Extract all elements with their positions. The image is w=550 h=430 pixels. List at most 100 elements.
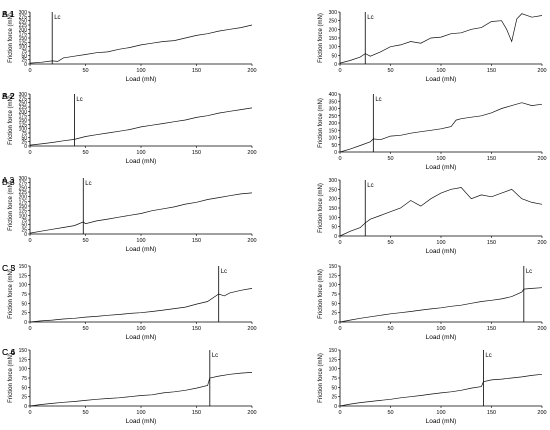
y-axis-label: Friction force (mN) <box>318 269 324 319</box>
y-axis-label: Friction force (mN) <box>318 183 324 233</box>
series-line-0 <box>29 192 253 234</box>
x-tick-label: 50 <box>387 410 393 416</box>
series-line-0 <box>29 24 253 64</box>
panel-c6: C 6 0 25 50 75 100 125 150 0 50 100 150 200 Load (mN)… <box>2 347 547 425</box>
y-tick-label: 50 <box>21 385 27 391</box>
y-tick-label: 0 <box>24 144 27 150</box>
y-tick-label: 125 <box>19 209 28 215</box>
x-axis-label: Load (mN) <box>426 334 457 341</box>
y-tick-label: 225 <box>19 105 28 111</box>
x-tick-label: 50 <box>387 156 393 162</box>
y-tick-label: 125 <box>19 273 28 279</box>
y-tick-label: 100 <box>329 136 338 142</box>
panel-c5: C 5 0 25 50 75 100 125 150 0 50 100 150 200 Load (mN)… <box>2 263 547 341</box>
y-tick-label: 175 <box>19 32 28 38</box>
panel-label: A 2 <box>2 91 15 101</box>
series-line-0 <box>339 102 543 153</box>
x-tick-label: 0 <box>28 410 31 416</box>
y-tick-label: 300 <box>19 92 28 98</box>
x-tick-label: 150 <box>192 150 201 156</box>
x-tick-label: 150 <box>192 68 201 74</box>
x-axis-label: Load (mN) <box>426 248 457 255</box>
lc-marker-label: Lc <box>526 269 532 275</box>
y-tick-label: 175 <box>19 199 28 205</box>
x-axis-label: Load (mN) <box>126 246 157 253</box>
x-tick-label: 0 <box>338 410 341 416</box>
x-tick-label: 100 <box>136 150 145 156</box>
x-tick-label: 100 <box>136 410 145 416</box>
y-tick-label: 300 <box>329 178 338 184</box>
x-tick-label: 100 <box>436 240 445 246</box>
y-tick-label: 100 <box>19 127 28 133</box>
y-tick-label: 100 <box>19 283 28 289</box>
y-tick-label: 25 <box>21 227 27 233</box>
y-tick-label: 125 <box>19 357 28 363</box>
y-tick-label: 250 <box>329 19 338 25</box>
y-tick-label: 275 <box>19 181 28 187</box>
x-tick-label: 100 <box>436 410 445 416</box>
x-axis-label: Load (mN) <box>426 164 457 171</box>
x-axis-label: Load (mN) <box>426 76 457 83</box>
x-tick-label: 100 <box>136 68 145 74</box>
y-tick-label: 0 <box>24 404 27 410</box>
y-tick-label: 275 <box>19 96 28 102</box>
y-tick-label: 100 <box>19 367 28 373</box>
panel-label: B 2 <box>2 91 15 101</box>
y-tick-label: 50 <box>331 143 337 149</box>
x-tick-label: 150 <box>487 240 496 246</box>
y-tick-label: 25 <box>21 140 27 146</box>
lc-marker-label: Lc <box>212 353 218 359</box>
y-tick-label: 250 <box>329 187 338 193</box>
x-tick-label: 0 <box>28 326 31 332</box>
x-tick-label: 100 <box>436 156 445 162</box>
x-tick-label: 100 <box>436 68 445 74</box>
x-tick-label: 150 <box>487 156 496 162</box>
series-line-0 <box>29 107 253 146</box>
x-tick-label: 0 <box>338 156 341 162</box>
y-tick-label: 200 <box>19 195 28 201</box>
x-tick-label: 200 <box>247 326 256 332</box>
y-axis-label: Friction force (mN) <box>318 353 324 403</box>
x-tick-label: 150 <box>487 68 496 74</box>
lc-marker-label: Lc <box>375 97 381 103</box>
y-tick-label: 250 <box>19 19 28 25</box>
y-tick-label: 100 <box>19 45 28 51</box>
x-tick-label: 0 <box>338 68 341 74</box>
x-tick-label: 150 <box>192 326 201 332</box>
y-tick-label: 0 <box>334 234 337 240</box>
y-axis-label: Friction force (mN) <box>318 13 324 63</box>
panel-c3: C 3 0 25 50 75 100 125 150 0 50 100 150 200 Load (mN)… <box>2 263 257 341</box>
x-tick-label: 150 <box>192 238 201 244</box>
x-tick-label: 0 <box>28 150 31 156</box>
y-tick-label: 0 <box>24 62 27 68</box>
x-tick-label: 200 <box>537 68 546 74</box>
y-tick-label: 25 <box>21 58 27 64</box>
series-line-0 <box>339 373 543 407</box>
y-tick-label: 300 <box>19 10 28 16</box>
lc-marker-label: Lc <box>221 269 227 275</box>
x-tick-label: 50 <box>82 410 88 416</box>
y-tick-label: 125 <box>329 273 338 279</box>
lc-marker-label: Lc <box>367 15 373 21</box>
y-tick-label: 75 <box>21 218 27 224</box>
panel-c4: C 4 0 25 50 75 100 125 150 0 50 100 150 200 Load (mN)… <box>2 347 257 425</box>
panel-label: B 3 <box>2 177 15 187</box>
y-axis-label: Friction force (mN) <box>8 353 14 403</box>
series-line-0 <box>339 287 543 323</box>
x-tick-label: 200 <box>537 410 546 416</box>
y-tick-label: 50 <box>21 223 27 229</box>
y-tick-label: 75 <box>21 131 27 137</box>
y-axis-label: Friction force (mN) <box>8 95 14 145</box>
y-tick-label: 225 <box>19 23 28 29</box>
y-tick-label: 275 <box>19 14 28 20</box>
y-tick-label: 75 <box>21 376 27 382</box>
x-tick-label: 200 <box>537 156 546 162</box>
y-tick-label: 350 <box>329 99 338 105</box>
x-tick-label: 50 <box>387 240 393 246</box>
y-tick-label: 100 <box>329 215 338 221</box>
x-tick-label: 50 <box>82 326 88 332</box>
y-tick-label: 100 <box>329 283 338 289</box>
x-tick-label: 50 <box>82 150 88 156</box>
series-line-0 <box>29 288 253 323</box>
y-tick-label: 200 <box>329 121 338 127</box>
